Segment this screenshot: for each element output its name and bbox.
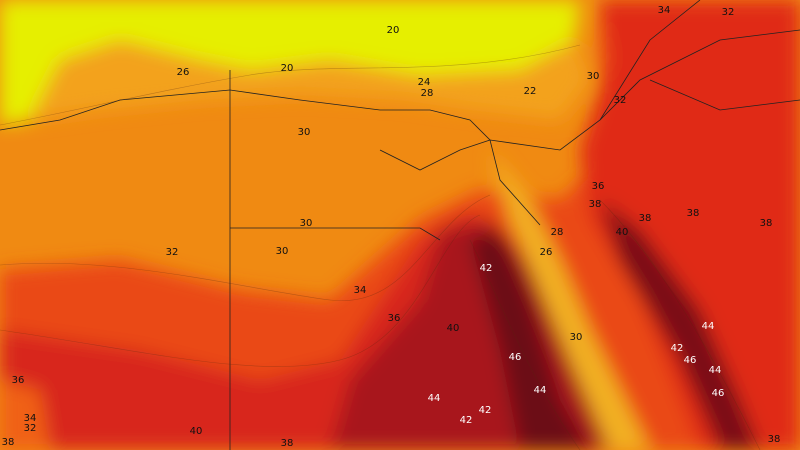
contour-label: 34 — [24, 413, 37, 424]
contour-label: 42 — [671, 343, 684, 354]
contour-label: 36 — [388, 313, 401, 324]
contour-label: 36 — [12, 375, 25, 386]
contour-label: 38 — [589, 199, 602, 210]
contour-label: 38 — [2, 437, 15, 448]
contour-label: 44 — [534, 385, 547, 396]
contour-label: 32 — [722, 7, 735, 18]
contour-label: 20 — [387, 25, 400, 36]
contour-label: 44 — [709, 365, 722, 376]
contour-label: 40 — [447, 323, 460, 334]
contour-label: 30 — [570, 332, 583, 343]
contour-label: 46 — [684, 355, 697, 366]
contour-label: 38 — [687, 208, 700, 219]
contour-label: 38 — [639, 213, 652, 224]
contour-label: 26 — [540, 247, 553, 258]
contour-label: 46 — [509, 352, 522, 363]
contour-label: 34 — [354, 285, 367, 296]
contour-label: 24 — [418, 77, 431, 88]
contour-lines — [0, 44, 761, 450]
contour-label: 30 — [587, 71, 600, 82]
contour-label: 28 — [421, 88, 434, 99]
contour-label: 38 — [281, 438, 294, 449]
contour-label: 32 — [614, 95, 627, 106]
contour-label: 34 — [658, 5, 671, 16]
contour-label: 26 — [177, 67, 190, 78]
contour-label: 32 — [24, 423, 37, 434]
contour-label: 36 — [592, 181, 605, 192]
contour-label: 30 — [300, 218, 313, 229]
contour-label: 38 — [768, 434, 781, 445]
contour-label: 30 — [276, 246, 289, 257]
contour-label: 22 — [524, 86, 537, 97]
contour-label: 42 — [479, 405, 492, 416]
contour-label: 46 — [712, 388, 725, 399]
contour-label: 28 — [551, 227, 564, 238]
contour-label: 30 — [298, 127, 311, 138]
contour-label: 44 — [428, 393, 441, 404]
contour-label: 42 — [480, 263, 493, 274]
contour-label: 38 — [760, 218, 773, 229]
contour-label: 32 — [166, 247, 179, 258]
contour-label: 40 — [616, 227, 629, 238]
contour-label: 44 — [702, 321, 715, 332]
contour-label: 40 — [190, 426, 203, 437]
contour-label: 42 — [460, 415, 473, 426]
contour-label: 20 — [281, 63, 294, 74]
